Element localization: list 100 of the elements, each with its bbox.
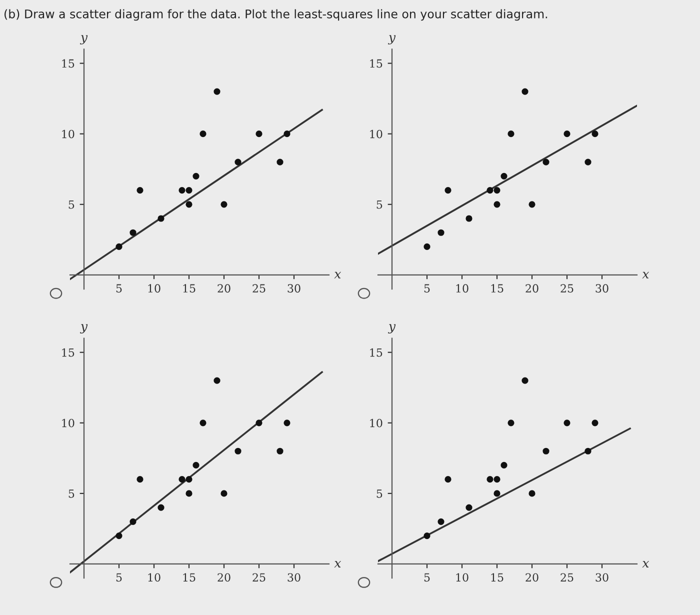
y-tick-label: 5 (68, 200, 74, 209)
point (424, 243, 430, 250)
point (116, 243, 122, 250)
point (542, 158, 550, 166)
point (116, 532, 122, 540)
y-tick-label: 15 (370, 59, 382, 68)
x-tick-label: 15 (183, 284, 196, 293)
point (522, 88, 528, 95)
x-tick-label: 5 (424, 573, 430, 582)
point (466, 215, 472, 222)
x-axis-title: x (642, 272, 650, 278)
point (486, 186, 494, 194)
x-tick-label: 5 (116, 284, 122, 293)
point (276, 158, 284, 166)
point (584, 448, 592, 454)
point (186, 186, 192, 194)
x-tick-label: 5 (116, 573, 122, 582)
point (592, 420, 598, 426)
x-axis-title: x (642, 560, 650, 568)
point (256, 420, 262, 426)
x-tick-label: 10 (148, 573, 160, 582)
point (214, 88, 220, 95)
x-tick-label: 20 (526, 573, 538, 582)
point (424, 532, 430, 540)
y-tick-label: 15 (62, 59, 74, 68)
point (276, 448, 284, 454)
x-tick-label: 25 (252, 284, 266, 293)
point (284, 420, 290, 426)
x-tick-label: 15 (491, 284, 504, 293)
point (494, 186, 500, 194)
point (200, 420, 206, 426)
x-tick-label: 20 (218, 573, 230, 582)
x-tick-label: 10 (148, 284, 160, 293)
point (186, 201, 192, 208)
x-tick-label: 10 (456, 284, 468, 293)
point (186, 490, 192, 497)
point (494, 476, 500, 483)
point (178, 186, 186, 194)
x-tick-label: 25 (560, 284, 574, 293)
x-tick-label: 10 (456, 573, 468, 582)
point (444, 476, 452, 483)
point (592, 130, 598, 138)
point (494, 201, 500, 208)
point (130, 518, 136, 525)
point (584, 158, 592, 166)
y-tick-label: 10 (370, 418, 382, 428)
x-tick-label: 15 (183, 573, 196, 582)
point (508, 420, 514, 426)
x-tick-label: 5 (424, 284, 430, 293)
point (564, 130, 570, 138)
point (178, 476, 186, 483)
point (444, 186, 452, 194)
x-tick-label: 15 (491, 573, 504, 582)
point (486, 476, 494, 483)
point (214, 377, 220, 384)
point (466, 504, 472, 511)
point (220, 201, 228, 208)
point (542, 448, 550, 454)
y-axis-title: y (80, 324, 88, 334)
x-axis-title: x (334, 272, 342, 278)
x-tick-label: 25 (252, 573, 266, 582)
x-tick-label: 30 (596, 284, 608, 293)
point (256, 130, 262, 138)
point (284, 130, 290, 138)
x-tick-label: 30 (596, 573, 608, 582)
y-tick-label: 5 (68, 490, 74, 498)
point (192, 462, 200, 469)
point (200, 130, 206, 138)
point (234, 448, 242, 454)
x-tick-label: 20 (218, 284, 230, 293)
y-tick-label: 15 (370, 348, 382, 357)
x-axis-title: x (334, 560, 342, 568)
y-axis-title: y (388, 324, 396, 334)
point (186, 476, 192, 483)
point (438, 229, 444, 236)
x-tick-label: 30 (288, 573, 300, 582)
y-tick-label: 15 (62, 348, 74, 357)
point (220, 490, 228, 497)
point (500, 172, 508, 180)
x-tick-label: 25 (560, 573, 574, 582)
chart-title: (b) Draw a scatter diagram for the data. Plot the least-squares line on your scatter diagram. (4, 9, 548, 21)
point (528, 490, 536, 497)
point (564, 420, 570, 426)
point (494, 490, 500, 497)
point (438, 518, 444, 525)
y-tick-label: 10 (62, 130, 74, 138)
y-tick-label: 5 (376, 490, 382, 498)
point (136, 476, 144, 483)
y-tick-label: 10 (62, 418, 74, 428)
y-axis-title: y (80, 35, 88, 44)
y-tick-label: 10 (370, 130, 382, 138)
x-tick-label: 20 (526, 284, 538, 293)
y-axis-title: y (388, 35, 396, 44)
point (136, 186, 144, 194)
point (528, 201, 536, 208)
point (158, 504, 164, 511)
point (500, 462, 508, 469)
point (234, 158, 242, 166)
x-tick-label: 30 (288, 284, 300, 293)
point (192, 172, 200, 180)
